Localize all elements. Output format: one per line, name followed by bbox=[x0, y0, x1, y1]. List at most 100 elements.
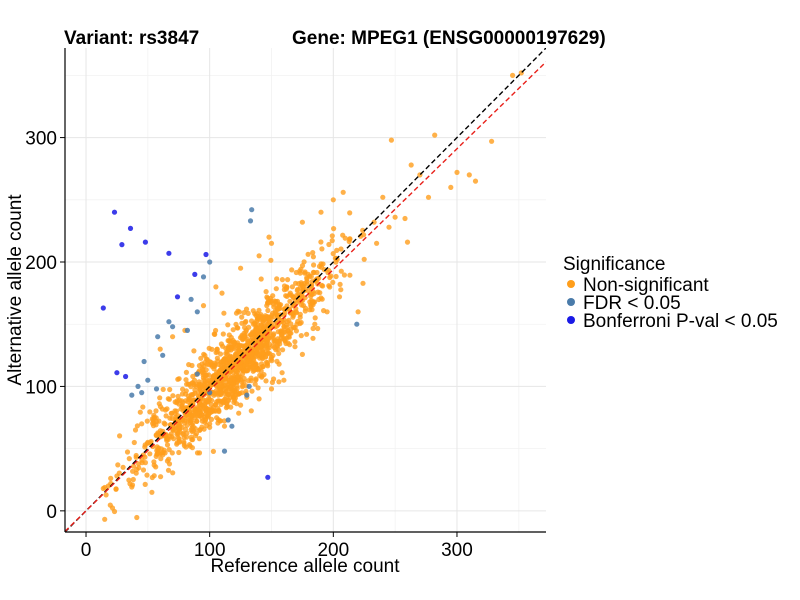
data-point bbox=[221, 448, 228, 454]
data-point bbox=[330, 279, 336, 285]
data-point bbox=[166, 250, 172, 256]
data-point bbox=[301, 259, 307, 265]
data-point bbox=[176, 376, 182, 382]
data-point bbox=[280, 347, 286, 353]
data-point bbox=[140, 404, 146, 410]
data-point bbox=[276, 350, 282, 357]
data-point bbox=[218, 369, 224, 375]
data-point bbox=[264, 361, 270, 367]
data-point bbox=[309, 279, 315, 285]
data-point bbox=[279, 370, 285, 376]
data-point bbox=[103, 492, 109, 498]
data-point bbox=[318, 264, 325, 270]
data-point bbox=[153, 432, 159, 439]
data-point bbox=[217, 351, 224, 357]
data-point bbox=[244, 358, 250, 364]
chart-title-gene: Gene: MPEG1 (ENSG00000197629) bbox=[292, 28, 606, 49]
y-tick-label: 0 bbox=[46, 502, 57, 523]
legend-label: Non-significant bbox=[583, 275, 709, 296]
data-point bbox=[100, 305, 106, 311]
data-point bbox=[256, 253, 262, 259]
data-point bbox=[259, 373, 265, 379]
data-point bbox=[114, 473, 120, 479]
data-point bbox=[166, 319, 172, 325]
data-point bbox=[126, 456, 132, 462]
data-point bbox=[221, 423, 228, 429]
data-point bbox=[371, 219, 377, 225]
data-point bbox=[308, 273, 314, 280]
data-point bbox=[215, 358, 221, 364]
data-point bbox=[305, 251, 311, 257]
data-point bbox=[179, 391, 185, 397]
data-point bbox=[342, 235, 348, 241]
data-point bbox=[261, 317, 267, 323]
data-point bbox=[287, 292, 293, 298]
data-point bbox=[284, 324, 290, 330]
data-point bbox=[292, 339, 298, 345]
data-point bbox=[327, 274, 333, 281]
data-point bbox=[192, 433, 199, 439]
data-point bbox=[276, 338, 282, 344]
data-point bbox=[265, 474, 271, 480]
data-point bbox=[202, 417, 209, 424]
data-point bbox=[100, 485, 106, 492]
data-point bbox=[260, 329, 266, 335]
data-point bbox=[324, 309, 330, 315]
data-point bbox=[189, 436, 195, 443]
data-point bbox=[219, 383, 225, 389]
data-point bbox=[213, 349, 219, 356]
data-point bbox=[283, 293, 289, 299]
data-point bbox=[183, 377, 189, 383]
data-point bbox=[250, 356, 256, 362]
data-point bbox=[130, 476, 136, 483]
data-point bbox=[198, 406, 204, 412]
data-point bbox=[139, 421, 145, 427]
data-point bbox=[288, 330, 294, 336]
data-point bbox=[235, 373, 241, 379]
data-point bbox=[198, 355, 204, 361]
data-point bbox=[212, 362, 218, 368]
data-point bbox=[244, 392, 250, 398]
data-point bbox=[293, 328, 299, 334]
data-point bbox=[231, 394, 237, 400]
data-point bbox=[129, 392, 135, 398]
data-point bbox=[210, 448, 216, 454]
legend-key bbox=[567, 298, 575, 306]
data-point bbox=[289, 284, 295, 290]
data-point bbox=[134, 466, 140, 473]
data-point bbox=[268, 386, 275, 392]
data-point bbox=[226, 332, 232, 338]
data-point bbox=[248, 408, 254, 414]
data-point bbox=[249, 388, 255, 394]
data-point bbox=[137, 409, 143, 415]
data-point bbox=[225, 346, 231, 352]
data-point bbox=[194, 309, 200, 315]
data-point bbox=[175, 435, 181, 441]
x-tick-label: 300 bbox=[441, 540, 473, 561]
data-point bbox=[188, 427, 194, 433]
data-point bbox=[158, 474, 164, 480]
data-point bbox=[472, 178, 479, 184]
data-point bbox=[326, 241, 332, 248]
data-point bbox=[135, 383, 141, 389]
data-point bbox=[274, 358, 280, 364]
data-point bbox=[246, 383, 252, 389]
data-point bbox=[425, 194, 432, 200]
data-point bbox=[188, 392, 194, 398]
data-point bbox=[189, 362, 195, 369]
data-point bbox=[209, 409, 215, 415]
data-point bbox=[134, 514, 140, 521]
data-point bbox=[330, 251, 336, 257]
data-point bbox=[326, 283, 332, 289]
data-point bbox=[160, 386, 166, 392]
data-point bbox=[196, 436, 202, 442]
data-point bbox=[255, 385, 261, 391]
data-point bbox=[173, 414, 179, 420]
data-point bbox=[142, 454, 148, 460]
data-point bbox=[308, 304, 314, 310]
data-point bbox=[256, 396, 262, 402]
data-point bbox=[172, 399, 178, 405]
data-point bbox=[170, 427, 176, 433]
data-point bbox=[184, 434, 190, 440]
data-point bbox=[142, 239, 148, 245]
